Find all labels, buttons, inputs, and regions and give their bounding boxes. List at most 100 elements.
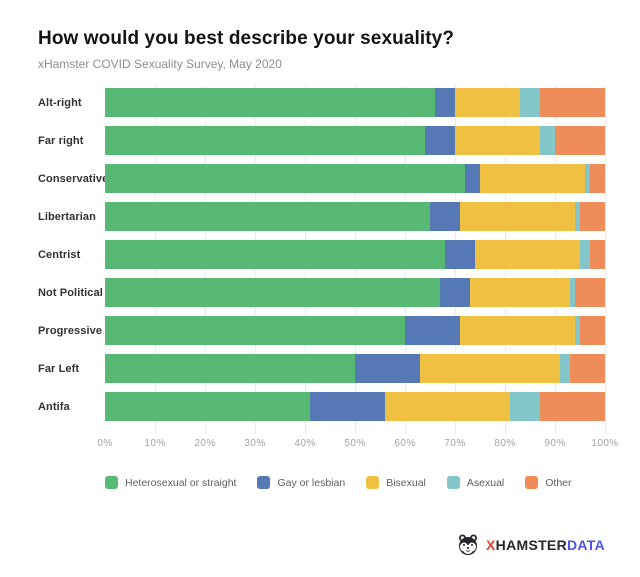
- bar-row-libertarian: Libertarian: [38, 202, 605, 231]
- brand-x: X: [486, 537, 496, 553]
- stacked-bar: [105, 202, 605, 231]
- bar-segment-heterosexual-or-straight[interactable]: [105, 240, 445, 269]
- x-axis-tick-label: 80%: [494, 438, 516, 449]
- bar-row-far-left: Far Left: [38, 354, 605, 383]
- bar-segment-gay-or-lesbian[interactable]: [445, 240, 475, 269]
- bar-segment-gay-or-lesbian[interactable]: [465, 164, 480, 193]
- legend-label: Other: [545, 476, 572, 489]
- x-axis-tick-label: 30%: [244, 438, 266, 449]
- bar-segment-asexual[interactable]: [575, 316, 580, 345]
- bar-segment-other[interactable]: [540, 88, 605, 117]
- bar-row-progressive: Progressive: [38, 316, 605, 345]
- x-axis-tick-label: 0%: [97, 438, 113, 449]
- chart-legend: Heterosexual or straight Gay or lesbian Bi…: [105, 476, 605, 489]
- bar-segment-asexual[interactable]: [570, 278, 575, 307]
- bar-segment-bisexual[interactable]: [455, 126, 540, 155]
- bar-segment-bisexual[interactable]: [385, 392, 510, 421]
- bar-segment-gay-or-lesbian[interactable]: [405, 316, 460, 345]
- stacked-bar: [105, 278, 605, 307]
- bar-segment-asexual[interactable]: [510, 392, 540, 421]
- legend-label: Bisexual: [386, 476, 426, 489]
- bar-segment-bisexual[interactable]: [460, 316, 575, 345]
- bar-segment-gay-or-lesbian[interactable]: [435, 88, 455, 117]
- bar-segment-heterosexual-or-straight[interactable]: [105, 392, 310, 421]
- x-axis-tick-label: 100%: [591, 438, 619, 449]
- chart-title: How would you best describe your sexuali…: [38, 28, 455, 49]
- x-axis-tick-label: 40%: [294, 438, 316, 449]
- category-label: Alt-right: [38, 96, 82, 109]
- stacked-bar: [105, 164, 605, 193]
- stacked-bar: [105, 392, 605, 421]
- legend-label: Gay or lesbian: [277, 476, 346, 489]
- bar-segment-other[interactable]: [570, 354, 605, 383]
- legend-swatch: [105, 476, 118, 489]
- bar-segment-heterosexual-or-straight[interactable]: [105, 88, 435, 117]
- bar-segment-bisexual[interactable]: [420, 354, 560, 383]
- category-label: Conservative: [38, 172, 109, 185]
- bar-segment-asexual[interactable]: [560, 354, 570, 383]
- category-label: Progressive: [38, 324, 103, 337]
- bar-segment-heterosexual-or-straight[interactable]: [105, 278, 440, 307]
- x-axis-tick-label: 50%: [344, 438, 366, 449]
- bar-segment-gay-or-lesbian[interactable]: [355, 354, 420, 383]
- gridline: [605, 85, 606, 434]
- chart-subtitle: xHamster COVID Sexuality Survey, May 202…: [38, 57, 282, 71]
- category-label: Libertarian: [38, 210, 96, 223]
- category-label: Far Left: [38, 362, 80, 375]
- bar-row-not-political: Not Political: [38, 278, 605, 307]
- x-axis-tick-label: 70%: [444, 438, 466, 449]
- stacked-bar: [105, 316, 605, 345]
- bar-segment-heterosexual-or-straight[interactable]: [105, 164, 465, 193]
- bar-segment-asexual[interactable]: [520, 88, 540, 117]
- bar-segment-other[interactable]: [555, 126, 605, 155]
- legend-item-other[interactable]: Other: [525, 476, 572, 489]
- bar-row-alt-right: Alt-right: [38, 88, 605, 117]
- brand-data: DATA: [566, 537, 605, 553]
- legend-item-bisexual[interactable]: Bisexual: [366, 476, 426, 489]
- bar-segment-heterosexual-or-straight[interactable]: [105, 202, 430, 231]
- bar-segment-heterosexual-or-straight[interactable]: [105, 316, 405, 345]
- bar-segment-other[interactable]: [575, 278, 605, 307]
- bar-segment-bisexual[interactable]: [455, 88, 520, 117]
- legend-item-asexual[interactable]: Asexual: [446, 476, 505, 489]
- bar-segment-asexual[interactable]: [585, 164, 590, 193]
- bar-row-centrist: Centrist: [38, 240, 605, 269]
- bar-segment-asexual[interactable]: [575, 202, 580, 231]
- bar-segment-heterosexual-or-straight[interactable]: [105, 354, 355, 383]
- bar-segment-bisexual[interactable]: [480, 164, 585, 193]
- bar-segment-other[interactable]: [590, 240, 605, 269]
- bar-segment-gay-or-lesbian[interactable]: [440, 278, 470, 307]
- bar-segment-bisexual[interactable]: [460, 202, 575, 231]
- bar-segment-asexual[interactable]: [540, 126, 555, 155]
- legend-label: Asexual: [466, 476, 505, 489]
- bar-segment-gay-or-lesbian[interactable]: [425, 126, 455, 155]
- legend-item-gay-or-lesbian[interactable]: Gay or lesbian: [257, 476, 345, 489]
- bar-segment-other[interactable]: [580, 202, 605, 231]
- x-axis-tick-label: 10%: [144, 438, 166, 449]
- bar-segment-bisexual[interactable]: [470, 278, 570, 307]
- bar-segment-asexual[interactable]: [580, 240, 590, 269]
- x-axis-tick-label: 60%: [394, 438, 416, 449]
- bar-row-conservative: Conservative: [38, 164, 605, 193]
- bar-segment-gay-or-lesbian[interactable]: [310, 392, 385, 421]
- brand-hamster: HAMSTER: [495, 537, 567, 553]
- bar-segment-heterosexual-or-straight[interactable]: [105, 126, 425, 155]
- bar-segment-other[interactable]: [580, 316, 605, 345]
- bar-segment-other[interactable]: [540, 392, 605, 421]
- category-label: Far right: [38, 134, 84, 147]
- legend-swatch: [257, 476, 271, 489]
- bar-segment-gay-or-lesbian[interactable]: [430, 202, 460, 231]
- bar-segment-bisexual[interactable]: [475, 240, 580, 269]
- bar-segment-other[interactable]: [590, 164, 605, 193]
- legend-swatch: [366, 476, 380, 489]
- category-label: Antifa: [38, 400, 70, 413]
- stacked-bar: [105, 88, 605, 117]
- legend-swatch: [446, 476, 460, 489]
- stacked-bar: [105, 126, 605, 155]
- hamster-face-icon: [459, 534, 478, 555]
- x-axis-tick-label: 90%: [544, 438, 566, 449]
- legend-label: Heterosexual or straight: [125, 476, 237, 489]
- legend-item-heterosexual-or-straight[interactable]: Heterosexual or straight: [105, 476, 236, 489]
- x-axis-tick-label: 20%: [194, 438, 216, 449]
